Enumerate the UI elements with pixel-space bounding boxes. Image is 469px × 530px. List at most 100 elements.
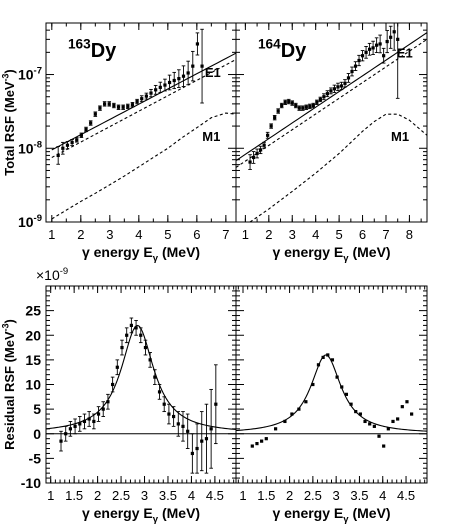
- data-point: [346, 76, 351, 80]
- x-tick-label: 3: [106, 227, 113, 242]
- data-point: [386, 427, 390, 431]
- data-point: [311, 103, 315, 108]
- data-point: [322, 95, 326, 99]
- data-point: [70, 140, 74, 145]
- data-point: [332, 87, 337, 91]
- data-point: [125, 333, 129, 337]
- data-point: [410, 412, 414, 416]
- data-point: [75, 138, 79, 142]
- data-point: [340, 385, 344, 389]
- x-tick-label: 7: [222, 227, 229, 242]
- x-tick-label: 2: [77, 227, 84, 242]
- data-point: [316, 363, 321, 367]
- data-point: [82, 419, 87, 424]
- data-point: [396, 417, 400, 421]
- data-point: [186, 71, 190, 75]
- data-point: [181, 74, 186, 78]
- data-point: [325, 92, 329, 96]
- data-point: [315, 100, 319, 104]
- data-point: [126, 104, 130, 108]
- data-point: [209, 427, 213, 431]
- y-tick-label: 15: [25, 352, 41, 368]
- data-point: [144, 94, 148, 98]
- data-point: [149, 91, 153, 95]
- data-point: [59, 439, 63, 443]
- data-point: [385, 39, 389, 44]
- data-point: [354, 409, 358, 414]
- data-point: [195, 446, 199, 451]
- x-tick-label: 1.5: [65, 488, 83, 503]
- data-point: [163, 83, 167, 87]
- curve-label-e1: E1: [205, 65, 221, 80]
- panel-2: [45, 285, 237, 484]
- curve-total-fit: [235, 32, 428, 162]
- axis-multiplier: ×10-9: [36, 266, 68, 283]
- data-point: [367, 47, 372, 51]
- x-tick-label: 3.5: [350, 488, 368, 503]
- data-point: [259, 148, 263, 152]
- y-tick-label: 20: [25, 327, 41, 343]
- data-point: [106, 400, 110, 404]
- curve-m1: [249, 113, 428, 223]
- data-point: [134, 326, 138, 330]
- x-tick-label: 1.5: [257, 488, 275, 503]
- data-point: [336, 85, 340, 89]
- panel-1: [235, 22, 428, 223]
- x-tick-label: 2: [94, 488, 101, 503]
- x-tick-label: 1: [242, 227, 249, 242]
- data-point: [363, 419, 367, 424]
- data-point: [107, 102, 111, 106]
- data-point: [98, 106, 102, 110]
- data-point: [326, 353, 330, 357]
- data-point: [260, 439, 264, 443]
- x-tick-label: 3.5: [159, 488, 177, 503]
- data-point: [120, 345, 124, 350]
- curve-label-m1: M1: [202, 129, 220, 144]
- data-point: [181, 424, 185, 428]
- data-point: [115, 365, 119, 369]
- panel-3: [235, 285, 428, 484]
- plot-layer: 1 2 3 4 5 6 7 10-9 10-8 10-7 γ energy Eγ (MeV) Tota…: [1, 22, 428, 525]
- x-tick-label: 2: [265, 227, 272, 242]
- data-point: [335, 375, 339, 379]
- data-point: [172, 414, 176, 419]
- data-point: [273, 427, 278, 431]
- data-point: [301, 106, 305, 110]
- data-point: [93, 112, 97, 116]
- curve-label-e1: E1: [397, 46, 413, 61]
- data-point: [73, 424, 77, 428]
- data-point: [96, 412, 101, 416]
- x-tick-label: 4.5: [397, 488, 415, 503]
- x-tick-label: 5: [164, 227, 171, 242]
- data-point: [353, 64, 358, 68]
- data-point: [162, 402, 166, 406]
- data-point: [191, 64, 195, 68]
- x-tick-label: 4: [379, 488, 386, 503]
- y-tick-label: 10: [25, 377, 41, 393]
- y-tick-label: 0: [33, 426, 41, 442]
- data-point: [87, 417, 91, 421]
- data-point: [375, 43, 379, 47]
- data-point: [377, 434, 381, 438]
- data-point: [329, 89, 333, 93]
- data-point: [250, 444, 254, 448]
- data-point: [251, 155, 256, 160]
- data-point: [154, 88, 158, 92]
- data-point: [64, 432, 68, 436]
- data-point: [190, 451, 194, 456]
- data-point: [269, 124, 273, 128]
- x-tick-label: 7: [382, 227, 389, 242]
- data-point: [392, 30, 396, 34]
- data-point: [273, 116, 277, 120]
- plot-frame: [235, 22, 428, 223]
- data-point: [101, 407, 105, 411]
- data-point: [357, 58, 361, 63]
- data-point: [167, 412, 171, 416]
- x-tick-label: 3: [289, 227, 296, 242]
- data-point: [297, 106, 301, 110]
- x-tick-label: 3: [333, 488, 340, 503]
- data-point: [350, 69, 354, 74]
- x-axis-label: γ energy Eγ (MeV): [82, 505, 200, 525]
- data-point: [294, 103, 298, 108]
